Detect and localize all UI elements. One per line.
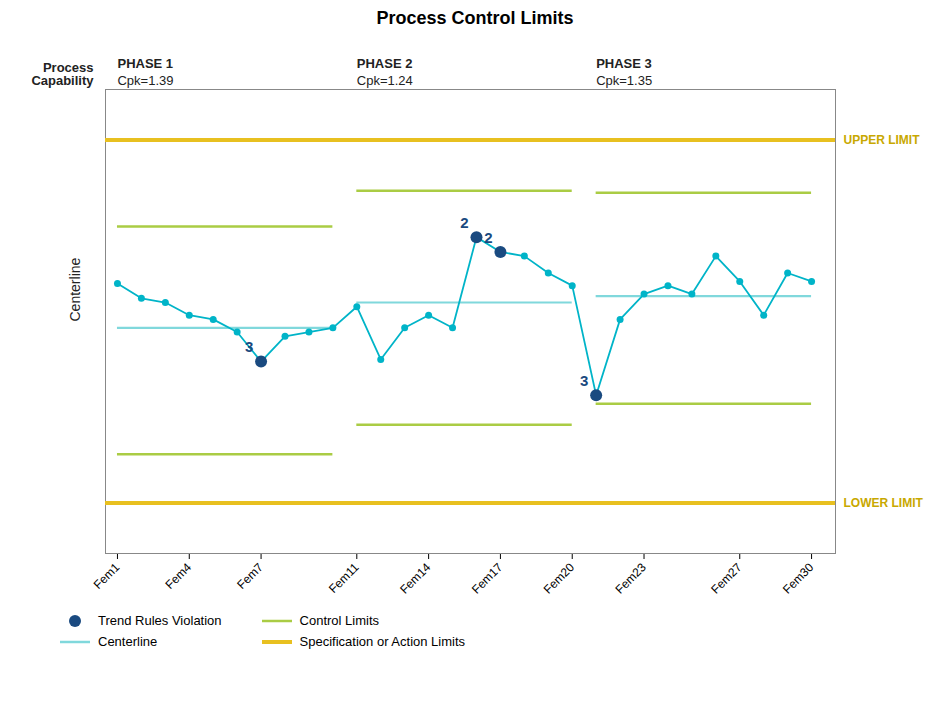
svg-text:Fem11: Fem11	[326, 560, 362, 596]
svg-text:2: 2	[484, 229, 492, 246]
html-text:Process Control Limits: Process Control Limits	[376, 8, 574, 28]
svg-text:Fem20: Fem20	[541, 560, 578, 597]
svg-text:Cpk=1.39: Cpk=1.39	[117, 73, 173, 88]
svg-text:Fem7: Fem7	[234, 560, 266, 592]
html-text:Control Limits: Control Limits	[299, 613, 379, 628]
svg-text:Cpk=1.35: Cpk=1.35	[596, 73, 652, 88]
html-text:Centerline: Centerline	[98, 634, 158, 649]
svg-text:Fem1: Fem1	[91, 560, 123, 592]
html-text:Trend Rules Violation: Trend Rules Violation	[98, 613, 222, 628]
svg-text:Fem23: Fem23	[613, 560, 650, 597]
svg-text:3: 3	[580, 372, 588, 389]
svg-text:2: 2	[460, 214, 468, 231]
html-text:Specification or Action Limits: Specification or Action Limits	[299, 634, 465, 649]
svg-text:LOWER LIMIT: LOWER LIMIT	[844, 496, 924, 510]
svg-text:UPPER LIMIT: UPPER LIMIT	[844, 133, 921, 147]
svg-text:ProcessCapability: ProcessCapability	[31, 60, 94, 88]
svg-text:Cpk=1.24: Cpk=1.24	[357, 73, 413, 88]
svg-text:Fem27: Fem27	[708, 560, 745, 597]
svg-text:Fem30: Fem30	[780, 560, 817, 597]
svg-text:Fem14: Fem14	[397, 560, 434, 597]
svg-text:Fem4: Fem4	[163, 560, 195, 592]
svg-text:Fem17: Fem17	[469, 560, 506, 597]
svg-text:3: 3	[245, 338, 253, 355]
svg-text:PHASE 2: PHASE 2	[357, 56, 413, 71]
svg-text:Centerline: Centerline	[67, 257, 83, 321]
svg-text:PHASE 3: PHASE 3	[596, 56, 652, 71]
svg-text:PHASE 1: PHASE 1	[117, 56, 173, 71]
